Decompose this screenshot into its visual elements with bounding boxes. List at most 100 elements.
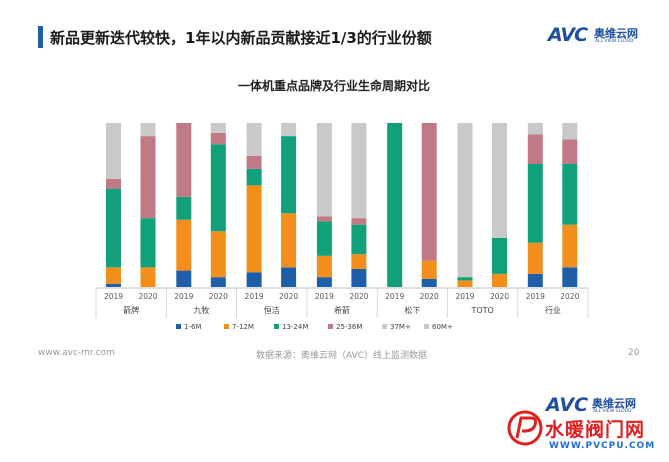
x-group-label: 希箭	[334, 305, 350, 315]
bar-segment-3-25-36M	[176, 123, 192, 197]
bar-segment-8-13-24M	[351, 224, 367, 255]
x-group-label: 行业	[545, 305, 561, 315]
bar-segment-2-37M+	[140, 129, 156, 137]
site-watermark: 水暖阀门网 WWW.PVCPU.COM	[505, 388, 665, 458]
watermark-site-name: 水暖阀门网	[545, 419, 646, 441]
watermark-url: WWW.PVCPU.COM	[549, 441, 656, 451]
legend-swatch-37M+	[382, 324, 387, 329]
bar-segment-3-7-12M	[176, 219, 192, 271]
page-title: 新品更新迭代较快，1年以内新品贡献接近1/3的行业份额	[50, 29, 432, 47]
bar-segment-1-37M+	[106, 123, 121, 179]
bar-segment-1-7-12M	[106, 267, 121, 284]
x-tick-year-label: 2019	[174, 292, 193, 301]
bar-segment-12-37M+	[492, 123, 507, 238]
x-group-label: 松下	[404, 305, 420, 315]
x-group-label: 九牧	[193, 305, 209, 315]
bar-segment-12-13-24M	[492, 237, 507, 274]
bar-segment-9-13-24M	[387, 123, 403, 287]
bar-segment-12-7-12M	[492, 273, 507, 287]
bar-segment-4-25-36M	[210, 132, 226, 145]
bar-segment-2-25-36M	[140, 136, 156, 219]
bar-segment-3-13-24M	[176, 196, 192, 220]
bar-segment-5-25-36M	[246, 155, 262, 169]
bar-segment-8-37M+	[351, 123, 367, 219]
logo-bottom-text: AVC	[546, 394, 589, 416]
bar-segment-10-25-36M	[421, 123, 437, 261]
bar-segment-7-13-24M	[316, 221, 332, 256]
bar-segment-11-37M+	[457, 123, 473, 278]
avc-logo-bottom: AVC 奥维云网 ALL VIEW CLOUD	[546, 394, 646, 420]
x-tick-year-label: 2019	[526, 292, 545, 301]
legend-label: 37M+	[390, 323, 411, 331]
bar-segment-13-25-36M	[527, 134, 543, 164]
legend-label: 13-24M	[282, 323, 308, 331]
bar-segment-2-60M+	[140, 123, 156, 130]
logo-cn: 奥维云网	[594, 27, 638, 40]
logo-en: ALL VIEW CLOUD	[595, 39, 634, 44]
stacked-bar-chart: 一体机重点品牌及行业生命周期对比 2019 2020 2019 2020 2019 2020…	[95, 78, 589, 331]
bar-segment-6-13-24M	[281, 136, 297, 214]
x-tick-year-label: 2020	[560, 292, 579, 301]
x-group-label: 恒洁	[264, 305, 280, 315]
x-tick-year-label: 2019	[245, 292, 264, 301]
footer-url: www.avc-mr.com	[38, 348, 115, 358]
bar-segment-14-1-6M	[562, 267, 578, 287]
bar-segment-2-13-24M	[140, 218, 156, 268]
title-accent-bar	[38, 26, 43, 48]
x-group-label: TOTO	[470, 306, 493, 315]
bar-segment-3-1-6M	[176, 270, 192, 287]
bar-segment-1-25-36M	[106, 178, 121, 189]
bar-segment-8-1-6M	[351, 268, 367, 287]
x-tick-year-label: 2020	[490, 292, 509, 301]
bar-segment-4-37M+	[210, 123, 226, 133]
bar-segment-14-7-12M	[562, 224, 578, 268]
bar-segment-6-37M+	[281, 123, 297, 137]
legend-label: 1-6M	[184, 323, 201, 331]
bar-segment-5-7-12M	[246, 185, 262, 273]
avc-logo: AVC 奥维云网 ALL VIEW CLOUD	[548, 24, 638, 50]
x-tick-year-label: 2019	[315, 292, 334, 301]
x-tick-year-label: 2019	[385, 292, 404, 301]
bar-segment-11-13-24M	[457, 277, 473, 281]
watermark-emblem-icon	[507, 410, 543, 446]
x-tick-year-label: 2020	[138, 292, 157, 301]
legend-label: 7-12M	[232, 323, 254, 331]
bar-segment-13-13-24M	[527, 164, 543, 243]
x-tick-year-label: 2019	[455, 292, 474, 301]
bar-segment-5-13-24M	[246, 168, 262, 186]
legend-swatch-7-12M	[224, 324, 229, 329]
x-tick-year-label: 2020	[349, 292, 368, 301]
bar-segment-10-7-12M	[421, 260, 437, 279]
bar-segment-1-1-6M	[106, 283, 121, 287]
logo-bottom-en: ALL VIEW CLOUD	[593, 409, 632, 414]
x-tick-year-label: 2020	[420, 292, 439, 301]
bar-segment-8-25-36M	[351, 218, 367, 225]
page-number: 20	[628, 348, 640, 358]
bar-segment-7-37M+	[316, 123, 332, 217]
bar-segment-7-25-36M	[316, 216, 332, 222]
x-tick-year-label: 2020	[279, 292, 298, 301]
legend-swatch-60M+	[424, 324, 429, 329]
bar-segment-2-7-12M	[140, 267, 156, 287]
bar-segment-6-1-6M	[281, 267, 297, 287]
legend-swatch-1-6M	[176, 324, 181, 329]
bar-segment-4-1-6M	[210, 277, 226, 287]
bar-segment-4-13-24M	[210, 144, 226, 232]
bar-segment-14-37M+	[562, 123, 578, 140]
bar-segment-14-13-24M	[562, 164, 578, 225]
bar-segment-10-1-6M	[421, 278, 437, 287]
bar-segment-7-7-12M	[316, 255, 332, 278]
bar-segment-8-7-12M	[351, 254, 367, 269]
x-tick-year-label: 2020	[209, 292, 228, 301]
x-tick-year-label: 2019	[104, 292, 123, 301]
legend-swatch-25-36M	[328, 324, 333, 329]
logo-bottom-cn: 奥维云网	[592, 397, 636, 410]
bar-segment-14-25-36M	[562, 139, 578, 164]
bar-segment-11-7-12M	[457, 280, 473, 287]
legend-swatch-13-24M	[274, 324, 279, 329]
legend-label: 25-36M	[336, 323, 362, 331]
x-group-label: 箭牌	[123, 305, 139, 315]
bar-segment-13-37M+	[527, 123, 543, 135]
legend-label: 60M+	[432, 323, 453, 331]
bar-segment-1-13-24M	[106, 188, 121, 268]
